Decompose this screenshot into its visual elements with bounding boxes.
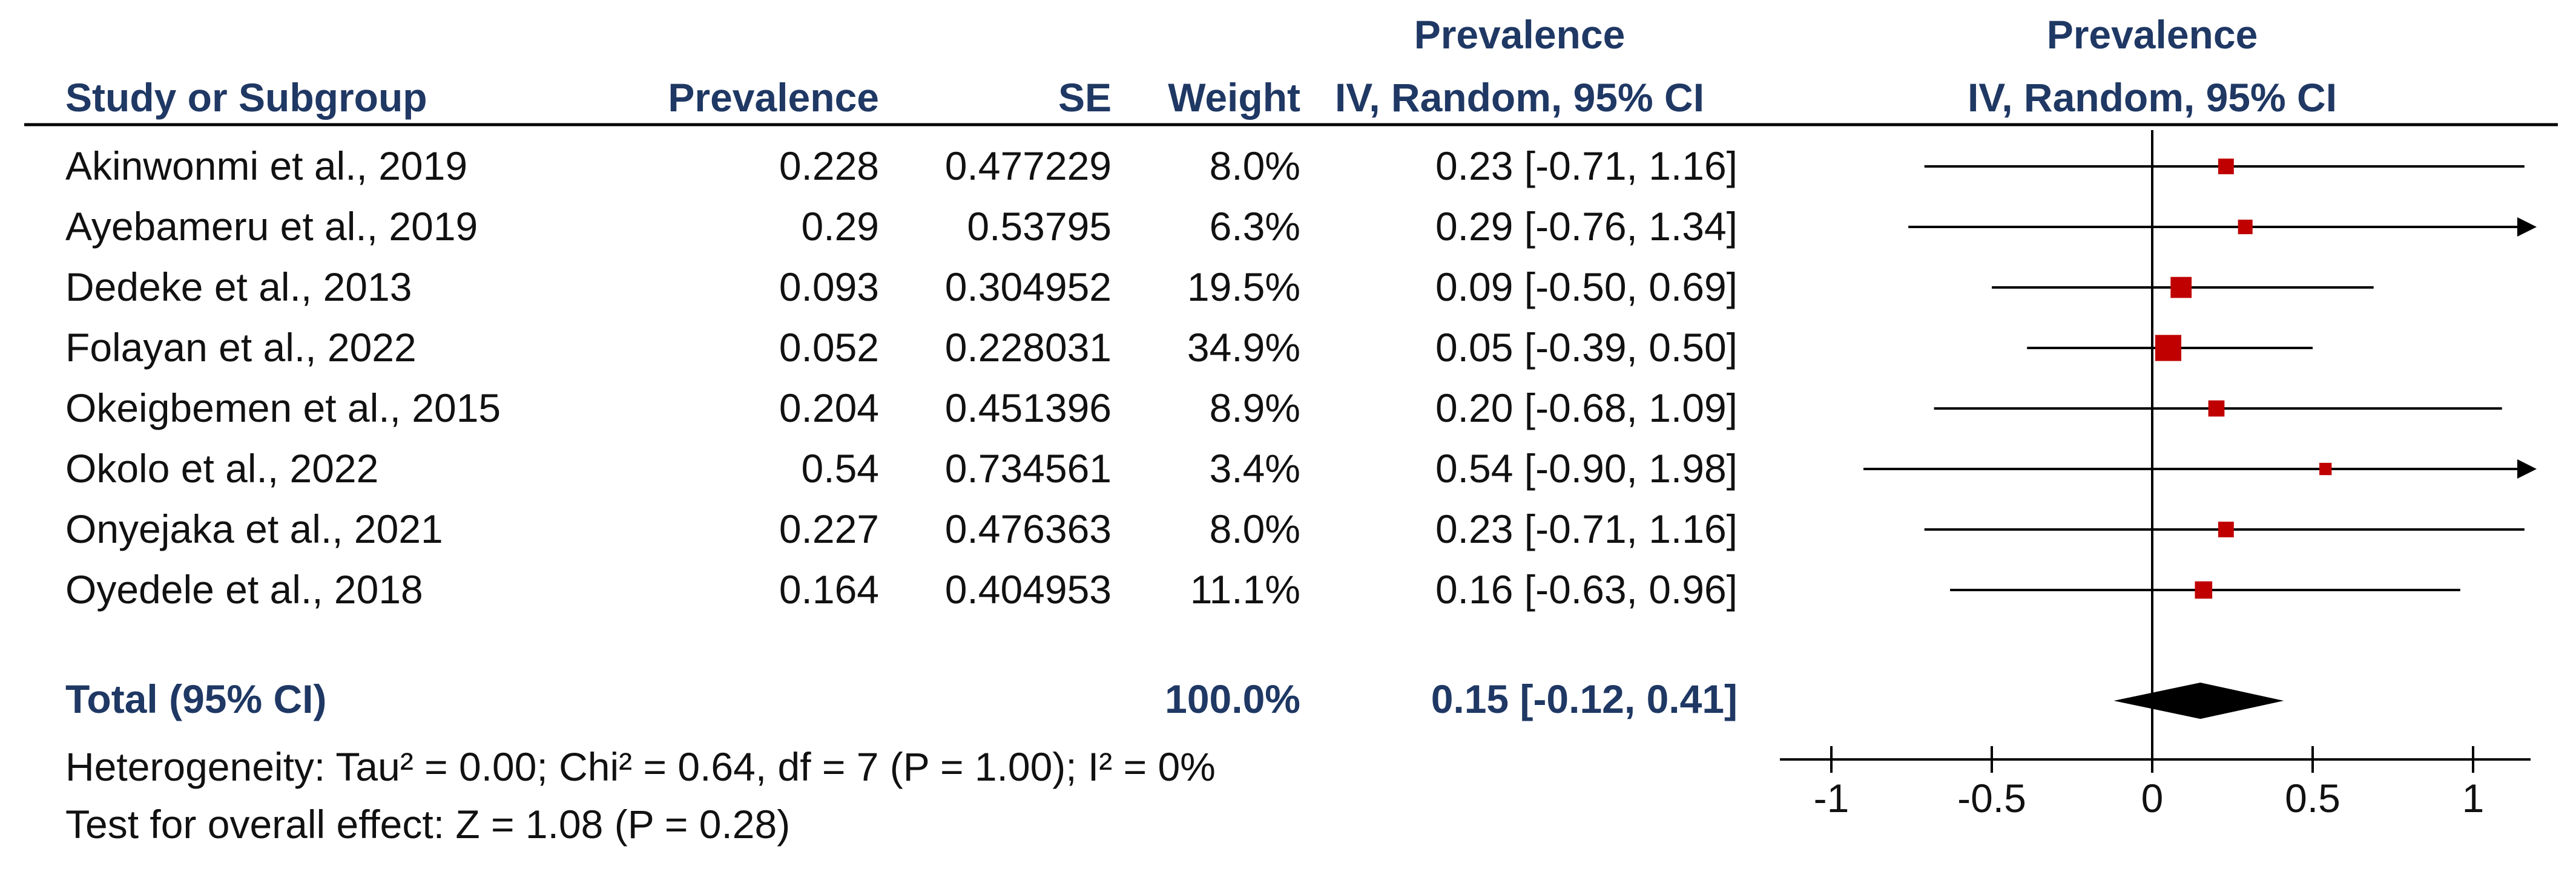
heterogeneity-text: Heterogeneity: Tau² = 0.00; Chi² = 0.64,…: [65, 744, 1216, 789]
study-name: Oyedele et al., 2018: [65, 567, 423, 612]
study-ci: 0.23 [-0.71, 1.16]: [1435, 506, 1738, 551]
ci-arrow: [2517, 217, 2537, 237]
study-name: Okolo et al., 2022: [65, 446, 378, 491]
x-tick-label: 0: [2141, 776, 2164, 821]
study-prevalence: 0.227: [779, 506, 879, 551]
study-prevalence: 0.54: [802, 446, 879, 491]
header-weight: Weight: [1168, 75, 1300, 120]
study-ci: 0.05 [-0.39, 0.50]: [1435, 325, 1738, 370]
study-ci: 0.09 [-0.50, 0.69]: [1435, 264, 1738, 309]
header-plot-top: Prevalence: [2047, 12, 2258, 57]
header-ci-top: Prevalence: [1414, 12, 1626, 57]
study-weight: 11.1%: [1190, 567, 1300, 612]
study-se: 0.476363: [945, 506, 1112, 551]
header-prevalence: Prevalence: [668, 75, 879, 120]
study-se: 0.228031: [945, 325, 1112, 370]
study-name: Okeigbemen et al., 2015: [65, 385, 501, 430]
total-label: Total (95% CI): [65, 677, 326, 721]
study-marker: [2155, 335, 2182, 361]
study-weight: 8.0%: [1210, 506, 1300, 551]
pooled-diamond: [2113, 683, 2284, 719]
total-ci: 0.15 [-0.12, 0.41]: [1431, 677, 1738, 721]
forest-plot-area: -1 -0.5 0 0.5 1: [1780, 130, 2537, 821]
study-prevalence: 0.093: [779, 264, 879, 309]
header-plot-bottom: IV, Random, 95% CI: [1968, 75, 2337, 120]
x-tick-label: -1: [1814, 776, 1850, 821]
study-se: 0.734561: [945, 446, 1112, 491]
study-weight: 19.5%: [1187, 264, 1300, 309]
study-weight: 6.3%: [1210, 204, 1300, 249]
study-weight: 8.9%: [1210, 385, 1300, 430]
study-weight: 34.9%: [1187, 325, 1300, 370]
study-se: 0.304952: [945, 264, 1112, 309]
study-prevalence: 0.228: [779, 143, 879, 188]
study-marker: [2319, 462, 2332, 476]
study-weight: 3.4%: [1210, 446, 1300, 491]
header-se: SE: [1058, 75, 1112, 120]
study-prevalence: 0.164: [779, 567, 879, 612]
header-ci-bottom: IV, Random, 95% CI: [1335, 75, 1704, 120]
study-ci: 0.29 [-0.76, 1.34]: [1435, 204, 1738, 249]
study-prevalence: 0.29: [802, 204, 879, 249]
study-marker: [2218, 159, 2234, 174]
study-marker: [2208, 400, 2225, 417]
study-ci: 0.23 [-0.71, 1.16]: [1435, 143, 1738, 188]
study-name: Folayan et al., 2022: [65, 325, 417, 370]
study-ci: 0.20 [-0.68, 1.09]: [1435, 385, 1738, 430]
study-ci: 0.16 [-0.63, 0.96]: [1435, 567, 1738, 612]
x-tick-label: -0.5: [1957, 776, 2026, 821]
study-se: 0.451396: [945, 385, 1112, 430]
x-tick-label: 0.5: [2285, 776, 2340, 821]
study-prevalence: 0.204: [779, 385, 879, 430]
ci-arrow: [2517, 459, 2537, 479]
study-marker: [2238, 219, 2253, 235]
study-ci: 0.54 [-0.90, 1.98]: [1435, 446, 1738, 491]
study-marker: [2218, 522, 2234, 537]
header-study: Study or Subgroup: [65, 75, 427, 120]
study-marker: [2170, 277, 2192, 298]
study-se: 0.404953: [945, 567, 1112, 612]
total-weight: 100.0%: [1165, 677, 1300, 721]
study-rows: Akinwonmi et al., 2019 0.228 0.477229 8.0% 0…: [65, 143, 1738, 612]
study-se: 0.477229: [945, 143, 1112, 188]
study-marker: [2195, 581, 2213, 599]
study-prevalence: 0.052: [779, 325, 879, 370]
overall-effect-text: Test for overall effect: Z = 1.08 (P = 0…: [65, 802, 790, 847]
x-tick-label: 1: [2462, 776, 2485, 821]
study-name: Akinwonmi et al., 2019: [65, 143, 467, 188]
study-weight: 8.0%: [1210, 143, 1300, 188]
study-se: 0.53795: [967, 204, 1112, 249]
study-name: Onyejaka et al., 2021: [65, 506, 443, 551]
study-name: Ayebameru et al., 2019: [65, 204, 478, 249]
study-name: Dedeke et al., 2013: [65, 264, 412, 309]
